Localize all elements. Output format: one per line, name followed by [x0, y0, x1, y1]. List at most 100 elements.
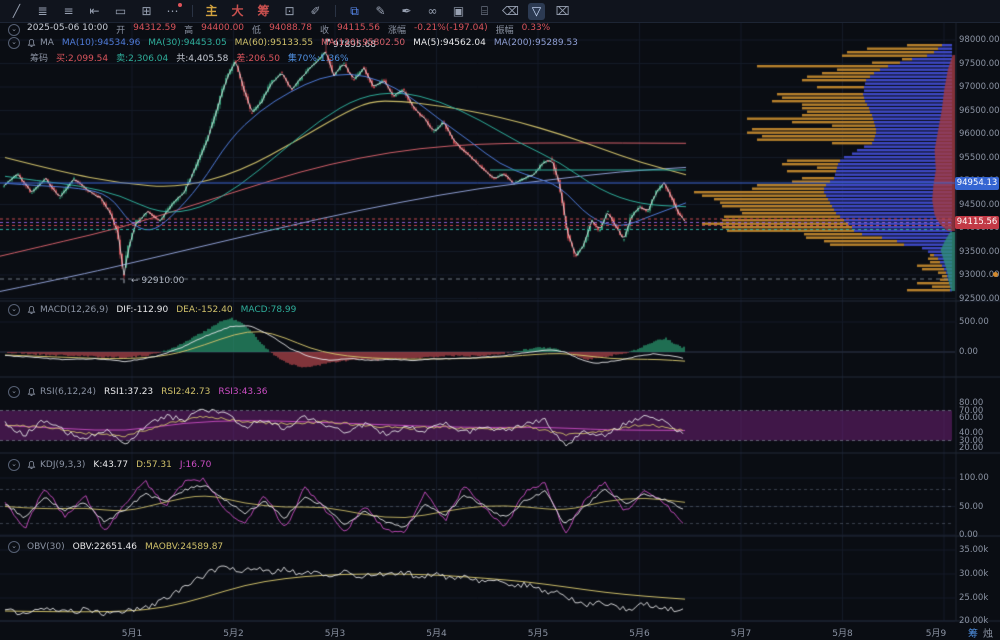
k-value: K:43.77 — [93, 460, 129, 470]
ma200-value: MA(200):95289.53 — [493, 38, 578, 48]
axis-tick: 40.00 — [959, 428, 984, 438]
eraser-icon[interactable]: ⌫ — [502, 3, 519, 18]
obv-legend: ⌄ OBV(30) OBV:22651.46 MAOBV:24589.87 — [8, 541, 223, 553]
alert-bell-icon[interactable] — [27, 387, 36, 397]
ma5-value: MA(5):94562.04 — [413, 38, 486, 48]
ma-legend: ⌄ MA MA(10):94534.96 MA(30):94453.05 MA(60)… — [8, 37, 578, 49]
box-icon[interactable]: ▣ — [452, 3, 465, 18]
axis-tick: 60.00 — [959, 413, 984, 423]
more-tools-icon[interactable]: ⋯ — [164, 2, 182, 20]
main-chart-mode-button[interactable]: 主 — [205, 3, 218, 18]
rectangle-tool-icon[interactable]: ▭ — [114, 3, 127, 18]
close-value: 94115.56 — [337, 23, 380, 33]
candle-toggle[interactable]: 烛 — [983, 629, 993, 640]
rsi2-value: RSI2:42.73 — [161, 387, 211, 397]
marker-dot — [993, 272, 998, 277]
ma-title: MA — [40, 38, 54, 48]
axis-tick: 70.00 — [959, 405, 984, 416]
axis-tick: 0.00 — [959, 347, 978, 357]
filter-icon[interactable]: ▽ — [528, 2, 545, 20]
kdj-title: KDJ(9,3,3) — [40, 460, 86, 470]
ohlc-legend: ⌄ 2025-05-06 10:00 开 94312.59 高 94400.00 低 940… — [8, 23, 550, 36]
time-tick: 5月6 — [629, 629, 650, 639]
rsi-title: RSI(6,12,24) — [40, 387, 96, 397]
chip-legend: 筹码 买:2,099.54 卖:2,306.04 共:4,405.58 差:206.50… — [30, 51, 349, 64]
edit-square-icon[interactable]: ⌸ — [480, 3, 489, 18]
macd-legend: ⌄ MACD(12,26,9) DIF:-112.90 DEA:-152.40 MAC… — [8, 304, 296, 316]
low-annotation: ← 92910.00 — [131, 276, 185, 286]
high-label: 高 — [184, 26, 194, 36]
axis-tick: 96500.00 — [959, 105, 1000, 116]
ma10-value: MA(10):94534.96 — [61, 38, 141, 48]
pencil-icon[interactable]: ✎ — [375, 3, 386, 18]
axis-tick: 92500.00 — [959, 293, 1000, 304]
low-value: 94088.78 — [269, 23, 313, 33]
alert-bell-icon[interactable] — [27, 38, 36, 48]
macd-value: MACD:78.99 — [240, 305, 297, 315]
chip-distribution-toggle[interactable]: 筹 — [968, 629, 978, 640]
collapse-icon[interactable]: ⌄ — [8, 459, 20, 471]
pen-icon[interactable]: ✒ — [401, 3, 412, 18]
chip-title: 筹码 — [30, 54, 49, 64]
last-price-tag: 94954.13 — [955, 177, 999, 190]
axis-tick: 500.00 — [959, 317, 989, 327]
ma120-value: MA(120):95802.50 — [321, 38, 406, 48]
alert-bell-icon[interactable] — [27, 305, 36, 315]
time-tick: 5月5 — [527, 629, 549, 639]
collapse-icon[interactable]: ⌄ — [8, 541, 20, 553]
chip-concentration-value: 集70%:1.36% — [287, 54, 349, 64]
indicator-list-icon[interactable]: ≡ — [63, 3, 74, 18]
toolbar-divider — [192, 5, 193, 17]
amplitude-value: 0.33% — [521, 23, 551, 33]
grid-layout-icon[interactable]: ⊞ — [141, 3, 152, 18]
j-value: J:16.70 — [179, 460, 212, 470]
ma30-value: MA(30):94453.05 — [148, 38, 227, 48]
dif-value: DIF:-112.90 — [116, 305, 169, 315]
copy-icon[interactable]: ⧉ — [350, 3, 359, 18]
axis-tick: 93500.00 — [959, 246, 1000, 257]
d-value: D:57.31 — [136, 460, 172, 470]
axis-tick: 80.00 — [959, 398, 984, 408]
draw-cursor-icon[interactable]: ✐ — [310, 3, 321, 18]
amplitude-label: 振幅 — [495, 26, 514, 36]
annotate-box-icon[interactable]: ⊡ — [284, 3, 295, 18]
chip-total-value: 共:4,405.58 — [176, 54, 229, 64]
chip-sell-value: 卖:2,306.04 — [116, 54, 169, 64]
collapse-icon[interactable]: ⌄ — [8, 386, 20, 398]
macd-title: MACD(12,26,9) — [40, 305, 109, 315]
toolbar-divider — [335, 5, 336, 17]
axis-tick: 96000.00 — [959, 129, 1000, 139]
axis-tick: 94500.00 — [959, 199, 1000, 210]
obv-value: OBV:22651.46 — [72, 542, 138, 552]
axis-tick: 30.00 — [959, 435, 984, 446]
large-mode-button[interactable]: 大 — [231, 3, 244, 18]
change-label: 涨幅 — [387, 26, 406, 36]
axis-tick: 93000.00 — [959, 270, 1000, 280]
open-label: 开 — [116, 26, 126, 36]
axis-tick: 20.00k — [959, 616, 989, 626]
open-value: 94312.59 — [133, 23, 177, 33]
crosshair-arrow-icon[interactable]: ⇤ — [89, 3, 100, 18]
close-price-tag: 94115.56 — [955, 216, 999, 229]
chip-mode-button[interactable]: 筹 — [257, 3, 270, 18]
alert-bell-icon[interactable] — [27, 460, 36, 470]
parallel-lines-icon[interactable]: ≣ — [37, 3, 48, 18]
axis-tick: 0.00 — [959, 530, 978, 540]
collapse-icon[interactable]: ⌄ — [8, 304, 20, 316]
trash-icon[interactable]: ⌧ — [555, 3, 570, 18]
low-label: 低 — [252, 26, 262, 36]
axis-tick: 25.00k — [959, 593, 989, 603]
chip-diff-value: 差:206.50 — [236, 54, 280, 64]
rsi3-value: RSI3:43.36 — [218, 387, 268, 397]
collapse-icon[interactable]: ⌄ — [8, 23, 20, 36]
line-tool-icon[interactable]: ╱ — [12, 3, 21, 18]
toolbar: ╱ ≣ ≡ ⇤ ▭ ⊞ ⋯ 主大筹 ⊡ ✐ ⧉ ✎ ✒ ∞ ▣ ⌸ ⌫ ▽ ⌧ — [0, 0, 1000, 23]
time-tick: 5月7 — [730, 629, 752, 639]
high-value: 94400.00 — [201, 23, 245, 33]
magnet-icon[interactable]: ∞ — [427, 3, 438, 18]
axis-tick: 30.00k — [959, 569, 989, 579]
close-label: 收 — [320, 26, 330, 36]
collapse-icon[interactable]: ⌄ — [8, 37, 20, 49]
